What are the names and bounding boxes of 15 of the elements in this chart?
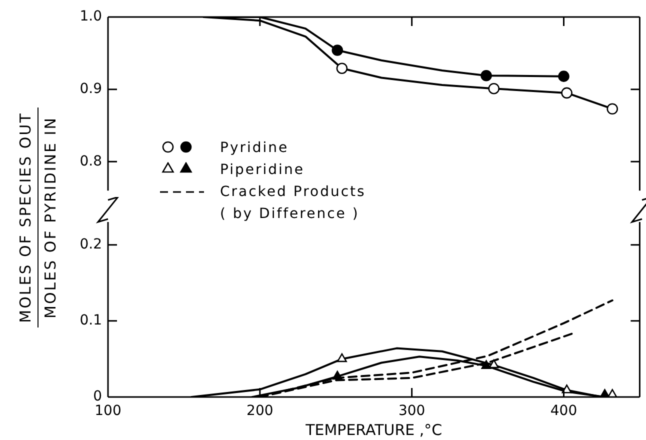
legend-label: Pyridine	[220, 140, 289, 156]
y-tick-label: 0	[93, 388, 102, 405]
x-axis-title: TEMPERATURE ,°C	[304, 420, 442, 439]
y-tick-label: 0.1	[80, 312, 102, 329]
y-tick-label: 0.2	[80, 236, 102, 252]
y-tick-label: 1.0	[80, 8, 102, 25]
x-tick-label: 100	[94, 403, 122, 420]
x-tick-label: 300	[398, 403, 426, 420]
x-tick-label: 400	[550, 403, 578, 420]
y-tick-label: 0.9	[80, 80, 102, 97]
legend-label: Cracked Products ( by Difference )	[220, 184, 366, 222]
legend-label: Piperidine	[220, 162, 304, 178]
x-tick-label: 200	[246, 403, 274, 420]
y-tick-label: 0.8	[80, 153, 102, 170]
y-axis-title: MOLES OF SPECIES OUT MOLES OF PYRIDINE IN	[16, 111, 60, 325]
